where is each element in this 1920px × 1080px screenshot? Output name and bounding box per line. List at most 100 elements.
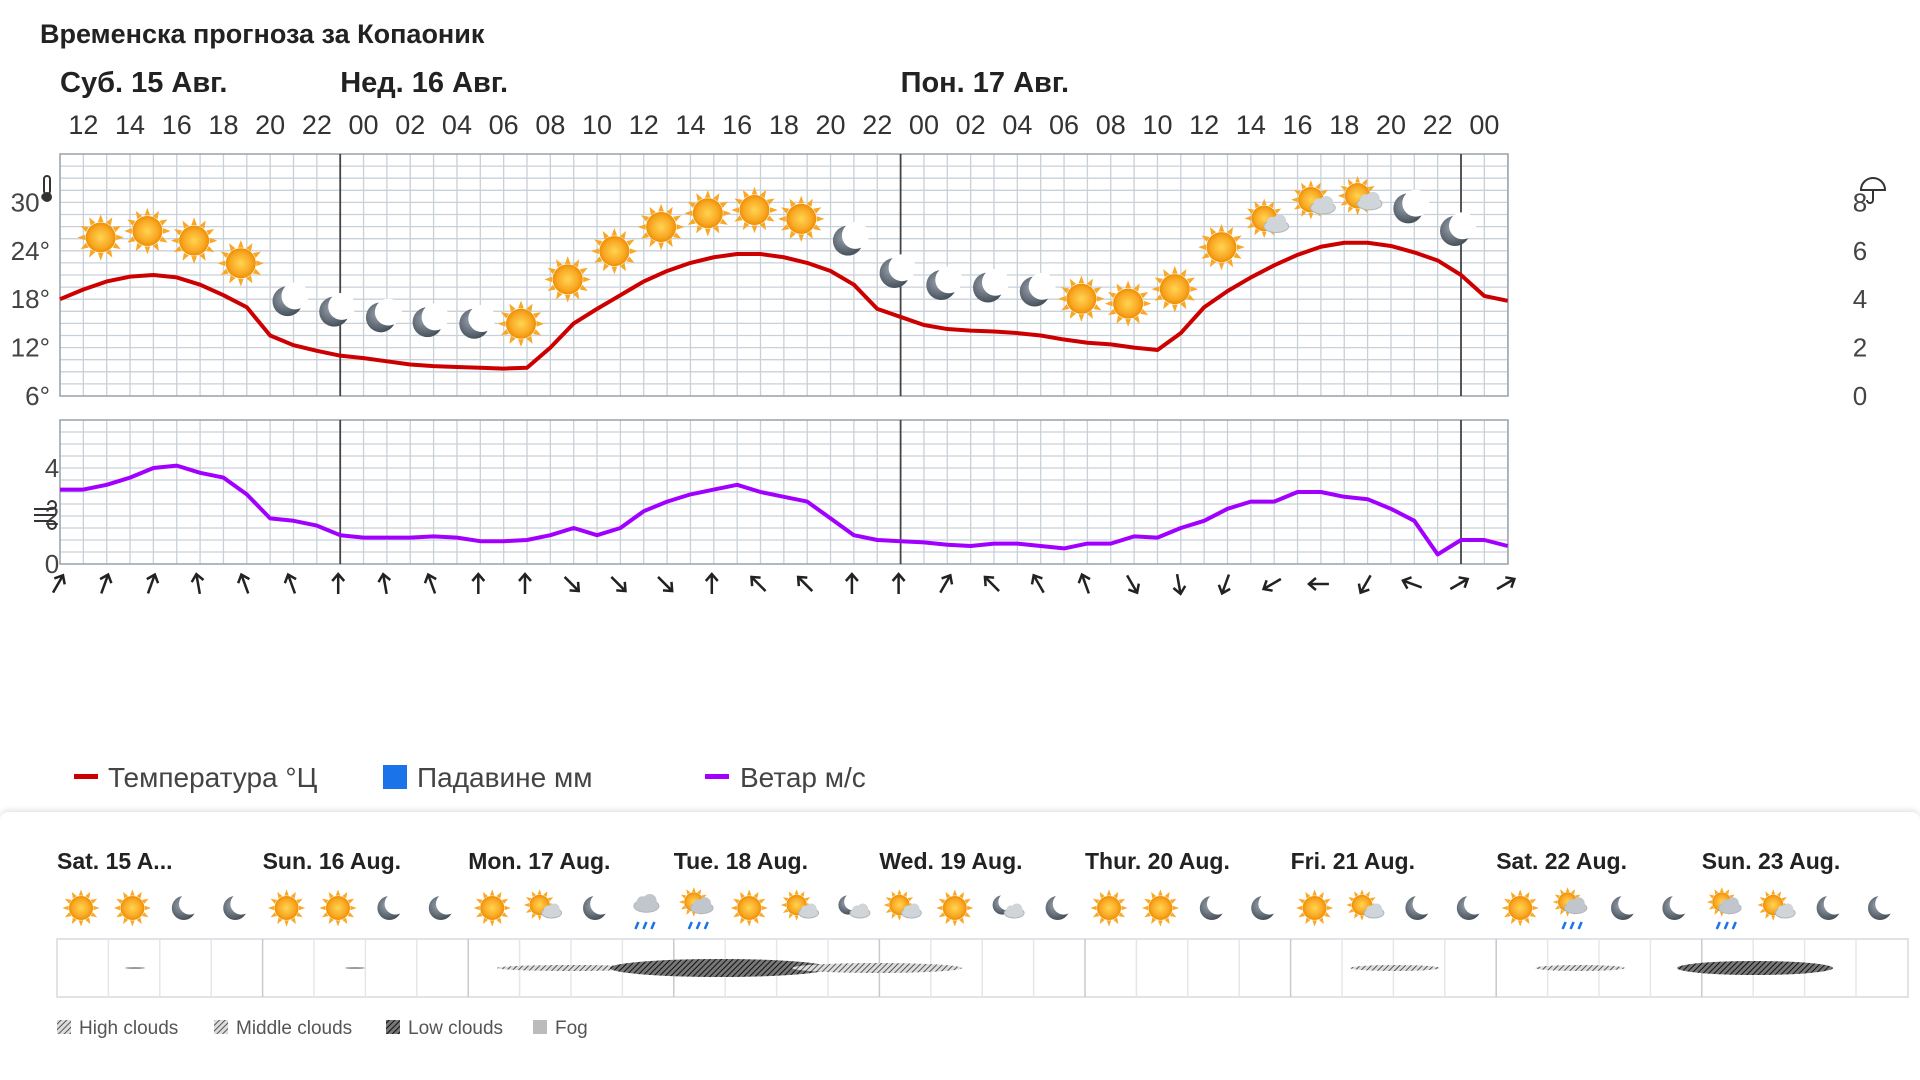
- hour-tick-label: 00: [349, 110, 379, 140]
- precipitation-tick-label: 0: [1853, 381, 1867, 411]
- sun-cloud-icon: [780, 889, 819, 921]
- moon-icon: [1440, 212, 1476, 246]
- moon-icon: [1251, 893, 1280, 920]
- temperature-line: [59, 240, 1509, 371]
- wind-direction-arrow: [377, 572, 392, 595]
- sun-icon: [936, 889, 974, 927]
- moon-icon: [926, 266, 963, 301]
- wind-tick-label: 0: [45, 549, 59, 579]
- wind-direction-arrow: [471, 572, 486, 594]
- hour-tick-label: 12: [1189, 110, 1219, 140]
- moon-icon: [879, 254, 916, 288]
- day-label: Пон. 17 Авг.: [901, 67, 1070, 99]
- wind-direction-arrow: [518, 572, 532, 594]
- moon-icon: [1393, 189, 1430, 224]
- cloud-legend-item: Fog: [533, 1018, 588, 1039]
- wind-direction-arrow: [796, 575, 814, 592]
- wind-direction-arrow: [657, 576, 674, 593]
- daily-forecast-day-label: Sat. 22 Aug.: [1496, 848, 1627, 874]
- temperature-tick-label: 24°: [11, 236, 50, 266]
- wind-direction-arrow: [891, 572, 906, 594]
- wind-direction-arrow: [1357, 574, 1372, 595]
- sun-icon: [637, 203, 685, 251]
- umbrella-icon: [1859, 177, 1887, 204]
- wind-direction-arrow: [704, 572, 719, 594]
- moon-icon: [973, 268, 1009, 303]
- legend: Температура °Ц Падавине мм Ветар м/с: [74, 762, 866, 793]
- cloud-rain-icon: [633, 894, 660, 930]
- cloud-legend-label: Low clouds: [408, 1018, 503, 1039]
- hour-tick-label: 14: [115, 110, 145, 140]
- wind-grid: [59, 419, 1509, 565]
- hour-tick-label: 12: [68, 110, 98, 140]
- hour-tick-label: 10: [1142, 110, 1172, 140]
- precipitation-tick-label: 4: [1853, 284, 1867, 314]
- moon-icon: [1662, 893, 1692, 920]
- moon-icon: [319, 292, 356, 327]
- wind-direction-arrow: [236, 572, 251, 594]
- sun-icon: [1141, 889, 1179, 927]
- moon-cloud-icon: [838, 893, 871, 919]
- sun-icon: [62, 889, 100, 927]
- hour-tick-label: 10: [582, 110, 612, 140]
- sun-icon: [544, 256, 591, 303]
- cloud-cover-strip: [56, 938, 1909, 998]
- legend-wind: Ветар м/с: [705, 762, 866, 793]
- hour-tick-label: 16: [1283, 110, 1313, 140]
- hour-tick-label: 04: [442, 110, 472, 140]
- sun-cloud-rain-icon: [678, 887, 714, 930]
- sun-cloud-icon: [1337, 175, 1383, 216]
- precipitation-tick-label: 8: [1853, 187, 1867, 217]
- moon-icon: [412, 303, 449, 338]
- hour-tick-label: 20: [1376, 110, 1406, 140]
- sun-icon: [170, 217, 218, 264]
- sun-icon: [730, 889, 768, 927]
- hour-tick-label: 02: [395, 110, 425, 140]
- moon-icon: [171, 893, 201, 920]
- sun-icon: [268, 889, 306, 927]
- wind-direction-arrow: [939, 573, 954, 594]
- sun-icon: [124, 207, 171, 255]
- moon-icon: [832, 221, 869, 256]
- hour-tick-label: 18: [208, 110, 238, 140]
- sun-cloud-rain-icon: [1706, 887, 1742, 930]
- moon-icon: [459, 305, 496, 339]
- sun-icon: [319, 889, 357, 927]
- daily-forecast-day-label: Thur. 20 Aug.: [1085, 848, 1230, 874]
- hour-tick-label: 06: [489, 110, 519, 140]
- sun-cloud-icon: [1757, 889, 1796, 921]
- wind-direction-arrow: [1261, 577, 1282, 592]
- daily-forecast-day-label: Sun. 23 Aug.: [1702, 848, 1840, 874]
- sun-icon: [473, 889, 511, 927]
- daily-forecast-day-label: Wed. 19 Aug.: [879, 848, 1022, 874]
- sun-icon: [777, 195, 825, 243]
- hour-tick-label: 00: [1469, 110, 1499, 140]
- moon-icon: [377, 893, 407, 920]
- temperature-tick-label: 6°: [25, 381, 50, 411]
- sun-icon: [1104, 280, 1152, 327]
- cloud-legend-item: Low clouds: [386, 1018, 503, 1039]
- hour-tick-label: 18: [769, 110, 799, 140]
- wind-tick-label: 4: [45, 453, 59, 483]
- hour-tick-label: 14: [675, 110, 705, 140]
- wind-direction-arrow: [1030, 573, 1045, 594]
- wind-direction-arrow: [190, 572, 205, 595]
- daily-forecast-day-label: Mon. 17 Aug.: [468, 848, 610, 874]
- sun-icon: [497, 300, 545, 348]
- legend-temperature: Температура °Ц: [74, 762, 318, 793]
- hour-tick-label: 20: [816, 110, 846, 140]
- wind-direction-arrow: [146, 572, 160, 594]
- legend-precipitation: Падавине мм: [383, 762, 592, 793]
- sun-icon: [217, 240, 265, 287]
- wind-direction-arrow: [1217, 574, 1231, 596]
- thermometer-icon: [42, 175, 52, 202]
- moon-icon: [583, 893, 612, 920]
- wind-direction-arrow: [99, 572, 113, 594]
- wind-direction-arrow: [1496, 576, 1517, 591]
- moon-icon: [272, 282, 309, 317]
- wind-direction-arrow: [1401, 576, 1423, 590]
- daily-forecast-day-label: Sun. 16 Aug.: [263, 848, 401, 874]
- moon-icon: [1019, 272, 1056, 307]
- cloud-legend-item: High clouds: [57, 1018, 178, 1039]
- hour-tick-label: 20: [255, 110, 285, 140]
